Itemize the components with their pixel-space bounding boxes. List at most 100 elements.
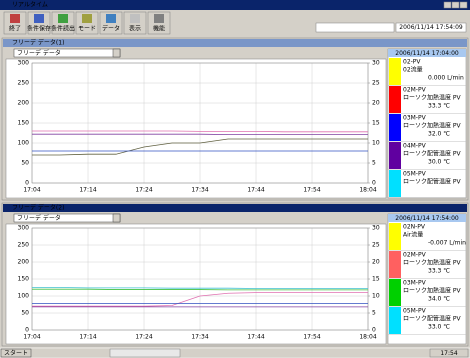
- trend-line: [32, 138, 368, 156]
- taskbar: [0, 347, 470, 358]
- trend-line: [32, 287, 368, 289]
- x-tick-label: 17:24: [135, 187, 152, 194]
- y-tick-label: 0: [25, 327, 29, 334]
- app-title: リアルタイム: [12, 1, 48, 9]
- window-button[interactable]: [443, 1, 452, 9]
- y2-tick-label: 15: [372, 120, 380, 127]
- trend-line: [32, 130, 368, 133]
- y-tick-label: 50: [21, 160, 29, 167]
- y-tick-label: 100: [18, 293, 30, 300]
- x-tick-label: 17:34: [191, 334, 208, 341]
- y-tick-label: 0: [25, 180, 29, 187]
- dropdown-arrow[interactable]: [112, 213, 121, 223]
- legend-swatch: [389, 223, 401, 250]
- toolbar-icon: [58, 14, 68, 23]
- dropdown-arrow[interactable]: [112, 48, 121, 58]
- legend-header: 2006/11/14 17:54:00: [395, 215, 459, 222]
- toolbar-icon: [130, 14, 140, 23]
- y2-tick-label: 10: [372, 140, 380, 147]
- toolbar-label: 条件保存: [27, 25, 51, 33]
- y-tick-label: 250: [18, 80, 30, 87]
- title-bar: [0, 0, 470, 10]
- legend-text: ローソク加熱温度 PV: [403, 122, 462, 130]
- y-tick-label: 200: [18, 100, 30, 107]
- legend-text: 33.3 ℃: [428, 268, 450, 275]
- y-tick-label: 300: [18, 60, 30, 67]
- toolbar-icon: [154, 14, 164, 23]
- y2-tick-label: 30: [372, 60, 380, 67]
- trend-line: [32, 292, 368, 307]
- tray: [429, 348, 469, 358]
- plot-area: [5, 223, 387, 345]
- dropdown-text: フリーデ データ: [17, 214, 61, 222]
- start-button[interactable]: [0, 348, 32, 358]
- legend-swatch: [389, 58, 401, 85]
- toolbar-label: 表示: [129, 25, 141, 33]
- x-tick-label: 17:44: [247, 187, 264, 194]
- y-tick-label: 300: [18, 225, 30, 232]
- legend-text: 02M-PV: [403, 87, 427, 94]
- y2-tick-label: 20: [372, 100, 380, 107]
- x-tick-label: 17:54: [303, 187, 320, 194]
- y2-tick-label: 0: [372, 327, 376, 334]
- toolbar-label: データ: [102, 25, 120, 33]
- legend-swatch: [389, 86, 401, 113]
- x-tick-label: 17:54: [303, 334, 320, 341]
- legend-text: Air流量: [403, 231, 423, 239]
- y-tick-label: 150: [18, 276, 30, 283]
- legend-text: ローソク配管温度 PV: [403, 178, 462, 186]
- toolbar-label: 終了: [9, 25, 21, 33]
- y-tick-label: 250: [18, 242, 30, 249]
- dropdown-text: フリーデ データ: [17, 49, 61, 57]
- window-title: フリーデ データ(2): [12, 204, 64, 212]
- task-item[interactable]: [109, 348, 181, 358]
- legend-swatch: [389, 307, 401, 334]
- legend-text: 33.0 ℃: [428, 324, 450, 331]
- y2-tick-label: 25: [372, 242, 380, 249]
- window-button[interactable]: [451, 1, 460, 9]
- legend-header-bg: [388, 214, 466, 222]
- x-tick-label: 17:04: [23, 334, 40, 341]
- date-box: [395, 22, 467, 33]
- x-tick-label: 18:04: [359, 334, 376, 341]
- toolbar-icon: [106, 14, 116, 23]
- legend-text: 34.0 ℃: [428, 296, 450, 303]
- legend-text: 04M-PV: [403, 143, 427, 150]
- y-tick-label: 200: [18, 259, 30, 266]
- legend-header: 2006/11/14 17:04:00: [395, 50, 459, 57]
- y-tick-label: 100: [18, 140, 30, 147]
- legend-text: ローソク配管温度 PV: [403, 315, 462, 323]
- toolbar-icon: [10, 14, 20, 23]
- legend-header-bg: [388, 49, 466, 57]
- y2-tick-label: 20: [372, 259, 380, 266]
- toolbar-icon: [34, 14, 44, 23]
- legend-text: 03M-PV: [403, 280, 427, 287]
- legend-text: 02-PV: [403, 59, 421, 66]
- legend-text: ローソク加熱温度 PV: [403, 94, 462, 102]
- plot-area: [5, 58, 387, 199]
- window-title: フリーデ データ(1): [12, 39, 64, 47]
- plot-border: [31, 227, 369, 331]
- legend-text: 02N-PV: [403, 224, 426, 231]
- date-text: 2006/11/14 17:54:09: [399, 24, 463, 31]
- legend-text: 30.0 ℃: [428, 159, 450, 166]
- toolbar-label: モード: [78, 26, 96, 33]
- legend-text: 05M-PV: [403, 308, 427, 315]
- x-tick-label: 17:24: [135, 334, 152, 341]
- legend-swatch: [389, 279, 401, 306]
- start-label: スタート: [4, 349, 28, 357]
- legend-text: 02流量: [403, 66, 423, 74]
- y-tick-label: 50: [21, 310, 29, 317]
- y2-tick-label: 5: [372, 310, 376, 317]
- y-tick-label: 150: [18, 120, 30, 127]
- y2-tick-label: 0: [372, 180, 376, 187]
- clock: 17:54: [440, 350, 457, 357]
- legend-text: ローソク加熱温度 PV: [403, 287, 462, 295]
- legend-text: 33.3 ℃: [428, 103, 450, 110]
- toolbar-icon: [82, 14, 92, 23]
- legend-text: ローソク配管温度 PV: [403, 150, 462, 158]
- window-button[interactable]: [459, 1, 468, 9]
- window-title-bar: [3, 39, 467, 47]
- x-tick-label: 17:04: [23, 187, 40, 194]
